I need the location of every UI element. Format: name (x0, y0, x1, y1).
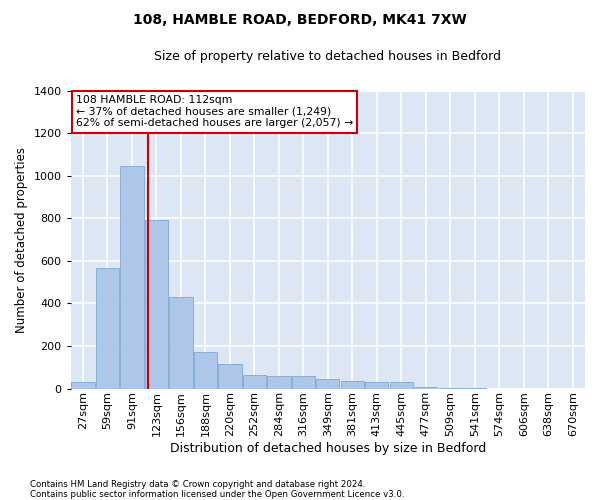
Bar (414, 387, 437, 388)
Bar (341, 381, 364, 388)
Bar (316, 379, 340, 388)
Bar (96, 268, 119, 388)
Text: 108 HAMBLE ROAD: 112sqm
← 37% of detached houses are smaller (1,249)
62% of semi: 108 HAMBLE ROAD: 112sqm ← 37% of detache… (76, 95, 353, 128)
Bar (267, 376, 290, 388)
Title: Size of property relative to detached houses in Bedford: Size of property relative to detached ho… (154, 50, 502, 63)
Bar (145, 220, 168, 388)
Text: Contains public sector information licensed under the Open Government Licence v3: Contains public sector information licen… (30, 490, 404, 499)
Bar (121, 166, 143, 388)
Text: 108, HAMBLE ROAD, BEDFORD, MK41 7XW: 108, HAMBLE ROAD, BEDFORD, MK41 7XW (133, 12, 467, 26)
Bar (243, 374, 266, 388)
Y-axis label: Number of detached properties: Number of detached properties (15, 146, 28, 332)
Bar (389, 382, 413, 388)
Bar (292, 376, 315, 388)
Text: Contains HM Land Registry data © Crown copyright and database right 2024.: Contains HM Land Registry data © Crown c… (30, 480, 365, 489)
Bar (71, 382, 95, 388)
Bar (218, 364, 242, 388)
Bar (365, 382, 388, 388)
Bar (169, 297, 193, 388)
Bar (194, 352, 217, 388)
X-axis label: Distribution of detached houses by size in Bedford: Distribution of detached houses by size … (170, 442, 486, 455)
